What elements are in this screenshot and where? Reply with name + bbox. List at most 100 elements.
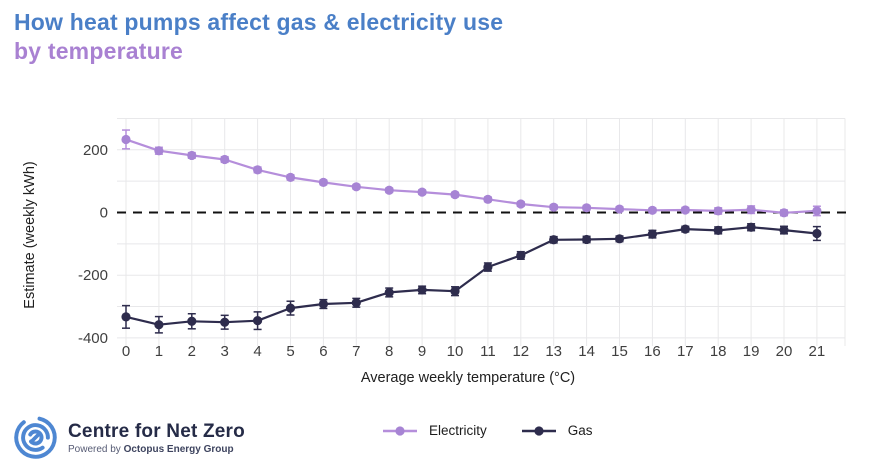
gas-point (253, 316, 263, 326)
x-tick-label: 4 (253, 343, 261, 360)
x-tick-label: 8 (385, 343, 393, 360)
gas-point (384, 287, 394, 298)
electricity-series (121, 129, 822, 218)
gas-point (647, 229, 658, 239)
x-tick-label: 9 (418, 343, 426, 360)
gas-point (417, 285, 427, 295)
gas-point (285, 303, 296, 313)
gas-point (483, 262, 493, 272)
x-tick-label: 18 (710, 343, 727, 360)
gas-point (812, 228, 822, 239)
x-tick-label: 1 (155, 343, 163, 360)
gas-point (154, 320, 164, 330)
page-title-line2: by temperature (14, 38, 183, 64)
y-tick-label: -400 (78, 330, 108, 347)
powered-prefix: Powered by (68, 443, 124, 455)
x-tick-label: 0 (122, 343, 130, 360)
electricity-point (483, 194, 493, 204)
gas-point (746, 222, 756, 232)
electricity-point (187, 150, 197, 161)
electricity-legend-marker (383, 425, 417, 436)
x-tick-label: 11 (480, 343, 496, 360)
electricity-point (417, 187, 427, 197)
electricity-point (450, 190, 460, 200)
y-tick-label: 200 (83, 142, 108, 159)
x-axis-ticks: 0 1 2 3 4 5 6 7 8 9 10 11 12 13 14 15 16 17 18 19 20 21 (122, 343, 825, 360)
page-title-line1: How heat pumps affect gas & electricity … (14, 9, 504, 35)
brand-logo-block: Centre for Net Zero Powered by Octopus E… (12, 414, 245, 461)
electricity-point (318, 177, 328, 188)
gas-line (125, 226, 818, 326)
electricity-point (549, 202, 559, 212)
brand-name: Centre for Net Zero (68, 420, 245, 442)
electricity-point (582, 203, 592, 213)
electricity-point (680, 205, 690, 215)
x-tick-label: 6 (319, 343, 327, 360)
gas-point (220, 317, 230, 327)
electricity-point (220, 154, 230, 165)
gas-point (582, 234, 592, 245)
electricity-line (125, 138, 817, 214)
y-tick-label: -200 (78, 267, 108, 284)
gas-legend-marker (521, 425, 556, 436)
x-tick-label: 13 (545, 343, 562, 360)
electricity-point (384, 185, 394, 195)
x-tick-label: 3 (221, 343, 229, 360)
y-tick-label: 0 (100, 205, 108, 222)
gas-series (121, 222, 822, 334)
gridlines (117, 117, 846, 346)
x-tick-label: 5 (286, 343, 294, 360)
x-tick-label: 10 (447, 343, 464, 360)
x-tick-label: 19 (743, 343, 760, 360)
footer: Centre for Net Zero Powered by Octopus E… (0, 403, 884, 467)
electricity-point (121, 134, 131, 145)
gas-point (779, 225, 789, 235)
electricity-point (647, 205, 658, 215)
x-tick-label: 15 (611, 343, 628, 360)
electricity-point (812, 206, 822, 216)
x-tick-label: 20 (776, 343, 793, 360)
gas-point (614, 234, 625, 244)
logo-ring (21, 423, 50, 452)
electricity-point (253, 165, 263, 175)
electricity-point (746, 205, 756, 215)
chart-area: 200 0 -200 -400 0 1 2 3 4 5 6 7 8 9 10 11 12 13 14 15 16 17 18… (0, 103, 884, 403)
electricity-point (779, 208, 789, 218)
gas-point (516, 250, 526, 261)
gas-point (351, 298, 361, 308)
legend-label-gas: Gas (567, 423, 593, 438)
page-title: How heat pumps affect gas & electricity … (14, 8, 503, 66)
electricity-point (614, 204, 625, 214)
electricity-point (516, 199, 526, 209)
powered-company: Octopus Energy Group (123, 443, 234, 455)
brand-text: Centre for Net Zero Powered by Octopus E… (68, 421, 245, 455)
gas-point (680, 224, 690, 234)
y-axis-title: Estimate (weekly kWh) (22, 161, 38, 308)
x-tick-label: 7 (352, 343, 360, 360)
centre-for-net-zero-logo-icon (14, 416, 57, 459)
gas-point (549, 235, 559, 245)
x-tick-label: 16 (644, 343, 661, 360)
gas-point (713, 225, 723, 235)
gas-point (121, 312, 131, 322)
x-axis-title: Average weekly temperature (°C) (361, 370, 575, 386)
electricity-point (351, 182, 361, 192)
x-tick-label: 14 (578, 343, 595, 360)
chart-legend: Electricity Gas (382, 423, 593, 438)
powered-by-text: Powered by Octopus Energy Group (68, 444, 245, 455)
gas-point (187, 316, 197, 326)
electricity-point (713, 206, 723, 216)
x-tick-label: 21 (809, 343, 826, 360)
logo-centre-slash (29, 431, 42, 444)
gas-point (450, 286, 460, 296)
legend-item-gas: Gas (521, 423, 593, 438)
electricity-point (285, 172, 296, 182)
legend-item-electricity: Electricity (382, 423, 487, 438)
logo-ring (14, 416, 57, 459)
gas-point (318, 299, 328, 309)
electricity-point (154, 146, 164, 156)
legend-label-electricity: Electricity (429, 423, 487, 438)
x-tick-label: 2 (188, 343, 196, 360)
